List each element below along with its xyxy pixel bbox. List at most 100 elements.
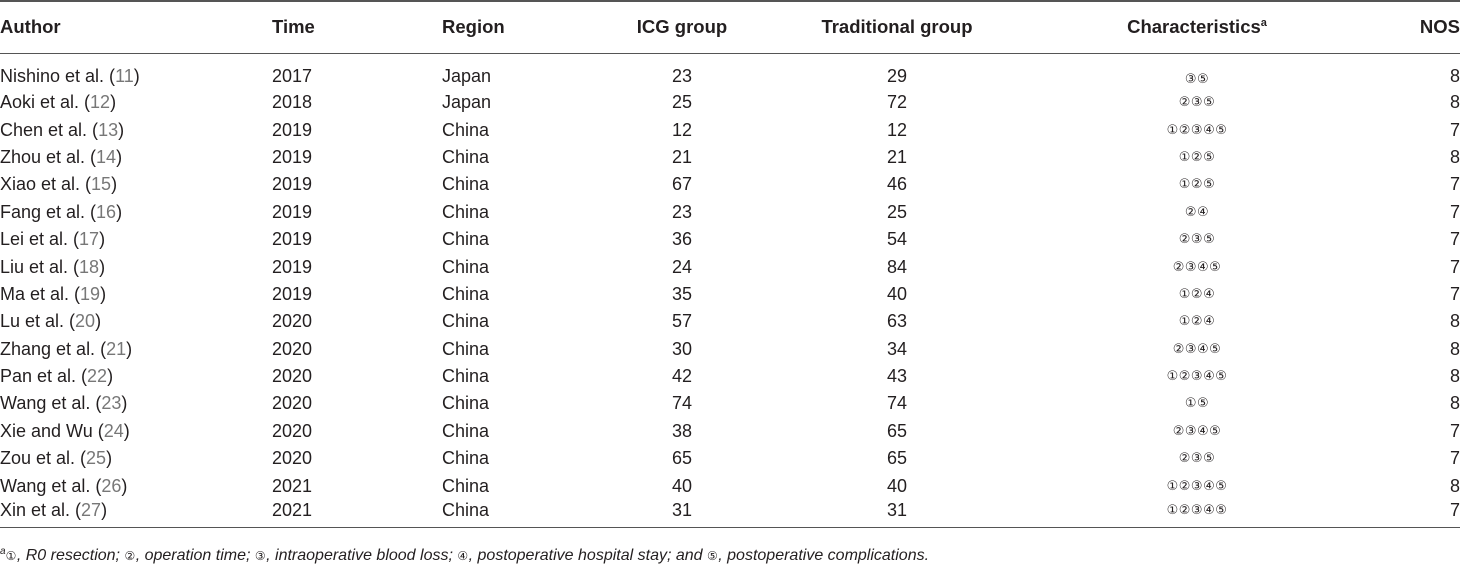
table-row: Xin et al. (27) 2021 China 31 31 ①②③④⑤ 7 [0,499,1460,528]
cell-author: Xiao et al. (15) [0,171,272,198]
reference-link[interactable]: 12 [90,92,111,113]
cell-nos: 7 [1449,256,1460,277]
reference-link[interactable]: 22 [87,366,108,387]
author-name: Xin et al. ( [0,499,82,520]
reference-link[interactable]: 13 [98,119,119,140]
reference-link[interactable]: 16 [96,201,117,222]
author-close-paren: ) [116,201,123,222]
table-row: Xie and Wu (24) 2020 China 38 65 ②③④⑤ 7 [0,418,1460,445]
reference-link[interactable]: 23 [101,393,122,414]
cell-characteristics: ②③④⑤ [1172,259,1222,275]
table-row: Nishino et al. (11) 2017 Japan 23 29 ③⑤ 8 [0,53,1460,89]
header-characteristics-label: Characteristics [1127,16,1261,38]
footnote-circled-number: ④ [457,549,469,564]
cell-icg-group: 67 [671,174,693,195]
table-row: Xiao et al. (15) 2019 China 67 46 ①②⑤ 7 [0,171,1460,198]
cell-icg-group: 40 [671,475,693,496]
cell-time: 2020 [272,366,313,387]
cell-region: China [442,475,490,496]
author-name: Lu et al. ( [0,311,76,332]
author-close-paren: ) [107,366,114,387]
cell-traditional-group: 63 [886,311,908,332]
reference-link[interactable]: 11 [115,66,134,86]
cell-time: 2019 [272,146,313,167]
cell-icg-group: 12 [671,119,693,140]
cell-traditional-group: 65 [886,420,908,441]
table-row: Pan et al. (22) 2020 China 42 43 ①②③④⑤ 8 [0,363,1460,390]
author-name: Lei et al. ( [0,229,80,250]
reference-link[interactable]: 27 [81,499,102,520]
cell-region: China [442,499,592,528]
cell-time: 2021 [272,475,313,496]
table-row: Wang et al. (26) 2021 China 40 40 ①②③④⑤ 8 [0,472,1460,499]
author-close-paren: ) [95,311,102,332]
cell-time: 2017 [272,66,313,86]
cell-traditional-group: 54 [886,229,908,250]
cell-icg-group: 57 [671,311,693,332]
cell-time: 2019 [272,119,313,140]
footnote-item-text: , operation time; [135,547,255,565]
author-close-paren: ) [111,174,118,195]
cell-region: China [442,338,490,359]
cell-icg-group: 31 [592,499,772,528]
cell-icg-group: 24 [671,256,693,277]
reference-link[interactable]: 20 [75,311,96,332]
cell-nos: 8 [1449,66,1460,86]
author-name: Fang et al. ( [0,201,97,222]
cell-nos: 8 [1449,92,1460,113]
cell-time: 2019 [272,201,313,222]
author-name: Xiao et al. ( [0,174,92,195]
cell-author: Nishino et al. (11) [0,53,272,89]
author-name: Wang et al. ( [0,475,102,496]
cell-characteristics: ①②③④⑤ [1166,478,1228,494]
cell-traditional-group: 21 [886,146,908,167]
reference-link[interactable]: 19 [80,283,101,304]
cell-nos: 7 [1449,283,1460,304]
author-name: Aoki et al. ( [0,92,91,113]
author-close-paren: ) [100,283,107,304]
cell-nos: 7 [1449,201,1460,222]
cell-region: China [442,393,490,414]
reference-link[interactable]: 25 [86,448,107,469]
author-close-paren: ) [106,448,113,469]
cell-traditional-group: 31 [772,499,1022,528]
cell-traditional-group: 40 [886,475,908,496]
table-row: Lei et al. (17) 2019 China 36 54 ②③⑤ 7 [0,226,1460,253]
cell-time: 2019 [272,283,313,304]
cell-characteristics: ①②④ [1178,286,1216,302]
cell-traditional-group: 72 [886,92,908,113]
author-close-paren: ) [110,92,117,113]
reference-link[interactable]: 15 [91,174,112,195]
cell-icg-group: 30 [671,338,693,359]
reference-link[interactable]: 26 [101,475,122,496]
reference-link[interactable]: 21 [106,338,127,359]
cell-region: Japan [442,66,492,86]
cell-nos: 8 [1449,338,1460,359]
cell-traditional-group: 29 [886,66,908,86]
table-row: Zhou et al. (14) 2019 China 21 21 ①②⑤ 8 [0,144,1460,171]
author-name: Pan et al. ( [0,366,88,387]
reference-link[interactable]: 24 [103,420,124,441]
header-time: Time [272,0,442,54]
reference-link[interactable]: 14 [96,146,117,167]
cell-icg-group: 65 [671,448,693,469]
footnote-circled-number: ③ [254,549,267,564]
author-name: Chen et al. ( [0,119,99,140]
cell-author: Zou et al. (25) [0,445,272,472]
table-row: Chen et al. (13) 2019 China 12 12 ①②③④⑤ 7 [0,116,1460,143]
author-close-paren: ) [121,393,128,414]
author-close-paren: ) [116,146,123,167]
cell-time: 2020 [272,311,313,332]
cell-time: 2020 [272,448,313,469]
cell-region: China [442,229,490,250]
cell-characteristics: ①②③④⑤ [1166,122,1228,138]
cell-time: 2019 [272,229,313,250]
header-author: Author [0,0,272,54]
cell-nos: 8 [1449,475,1460,496]
cell-author: Fang et al. (16) [0,199,272,226]
reference-link[interactable]: 17 [79,229,100,250]
footnote-mark: a [0,546,6,557]
reference-link[interactable]: 18 [79,256,100,277]
footnote-item-text: , intraoperative blood loss; [266,547,458,565]
footnote-item-text: , postoperative hospital stay; and [468,547,707,565]
